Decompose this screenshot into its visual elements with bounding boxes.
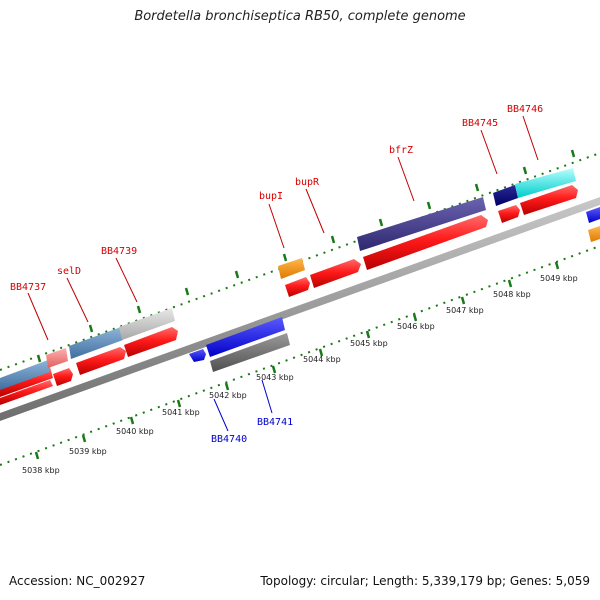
forward-label-leaders: [27, 115, 539, 341]
scale-label: 5047 kbp: [446, 306, 484, 315]
feature-block: [515, 168, 576, 198]
gene-label-bb4745[interactable]: BB4745: [462, 118, 498, 129]
cds-arrow: [189, 349, 206, 362]
forward-cds-track[interactable]: [0, 185, 600, 405]
scale-label: 5038 kbp: [22, 466, 60, 475]
reverse-label-leaders: [213, 379, 273, 432]
cds-arrow: [285, 277, 310, 297]
feature-block: [210, 333, 290, 372]
scale-label: 5046 kbp: [397, 322, 435, 331]
scale-labels: 5038 kbp 5039 kbp 5040 kbp 5041 kbp 5042…: [22, 274, 578, 475]
cds-arrow: [0, 380, 53, 405]
genome-backbone: [0, 197, 600, 421]
scale-label: 5041 kbp: [162, 408, 200, 417]
gene-label-seld[interactable]: selD: [57, 266, 81, 277]
feature-block: [69, 327, 123, 359]
cds-arrow: [206, 317, 285, 357]
gene-label-bb4740[interactable]: BB4740: [211, 434, 247, 445]
cds-arrow: [76, 347, 126, 375]
scale-label: 5049 kbp: [540, 274, 578, 283]
gene-label-bb4739[interactable]: BB4739: [101, 246, 137, 257]
cds-arrow: [520, 185, 578, 215]
gene-label-bfrz[interactable]: bfrZ: [389, 145, 413, 156]
gene-label-bb4741[interactable]: BB4741: [257, 417, 293, 428]
forward-gene-labels: BB4737 selD BB4739 bupI bupR bfrZ BB4745…: [10, 104, 543, 293]
scale-label: 5045 kbp: [350, 339, 388, 348]
cds-arrow: [53, 368, 73, 386]
gene-label-bb4737[interactable]: BB4737: [10, 282, 46, 293]
feature-block: [119, 308, 175, 340]
feature-block: [0, 360, 50, 390]
feature-block: [586, 207, 600, 223]
feature-block: [357, 197, 486, 251]
feature-block: [588, 226, 600, 242]
cds-arrow: [363, 215, 488, 270]
feature-block: [493, 185, 518, 206]
map-title: Bordetella bronchiseptica RB50, complete…: [134, 9, 466, 24]
feature-block: [46, 348, 68, 368]
cds-arrow: [498, 205, 520, 223]
cds-arrow: [310, 259, 361, 288]
scale-tick-track: [0, 245, 600, 466]
reverse-gene-labels: BB4740 BB4741: [211, 417, 293, 445]
scale-label: 5040 kbp: [116, 427, 154, 436]
scale-label: 5042 kbp: [209, 391, 247, 400]
accession-text: Accession: NC_002927: [9, 574, 146, 588]
forward-tick-track: [0, 149, 600, 371]
scale-label: 5043 kbp: [256, 373, 294, 382]
gene-label-bupr[interactable]: bupR: [295, 177, 320, 188]
scale-label: 5048 kbp: [493, 290, 531, 299]
cds-arrow: [124, 327, 178, 357]
gene-label-bb4746[interactable]: BB4746: [507, 104, 543, 115]
feature-block: [278, 258, 305, 279]
scale-label: 5039 kbp: [69, 447, 107, 456]
reverse-feature-track[interactable]: [189, 317, 290, 372]
forward-feature-track[interactable]: [0, 168, 600, 390]
topology-text: Topology: circular; Length: 5,339,179 bp…: [260, 574, 590, 588]
gene-label-bupi[interactable]: bupI: [259, 191, 283, 202]
scale-label: 5044 kbp: [303, 355, 341, 364]
